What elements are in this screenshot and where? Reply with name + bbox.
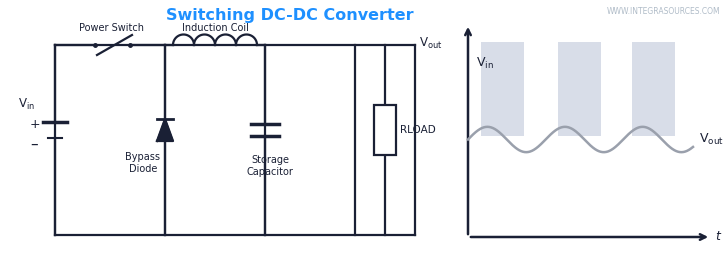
Bar xyxy=(558,42,601,136)
Text: +: + xyxy=(30,117,41,130)
Text: $\mathregular{V_{out}}$: $\mathregular{V_{out}}$ xyxy=(699,132,724,147)
Text: $\mathregular{V_{out}}$: $\mathregular{V_{out}}$ xyxy=(419,36,442,51)
Text: Bypass
Diode: Bypass Diode xyxy=(125,152,160,174)
Text: –: – xyxy=(30,136,38,152)
Text: $\mathregular{V_{in}}$: $\mathregular{V_{in}}$ xyxy=(476,56,494,71)
Text: Power Switch: Power Switch xyxy=(80,23,144,33)
Bar xyxy=(632,42,675,136)
Bar xyxy=(374,105,396,155)
Bar xyxy=(481,42,524,136)
Text: $\mathregular{V_{in}}$: $\mathregular{V_{in}}$ xyxy=(18,97,35,112)
Text: RLOAD: RLOAD xyxy=(400,125,436,135)
Text: Switching DC-DC Converter: Switching DC-DC Converter xyxy=(166,8,414,23)
Polygon shape xyxy=(157,119,173,141)
Text: t: t xyxy=(715,231,720,244)
Text: WWW.INTEGRASOURCES.COM: WWW.INTEGRASOURCES.COM xyxy=(606,7,720,16)
Text: Induction Coil: Induction Coil xyxy=(181,23,249,33)
Text: Storage
Capacitor: Storage Capacitor xyxy=(247,155,294,176)
